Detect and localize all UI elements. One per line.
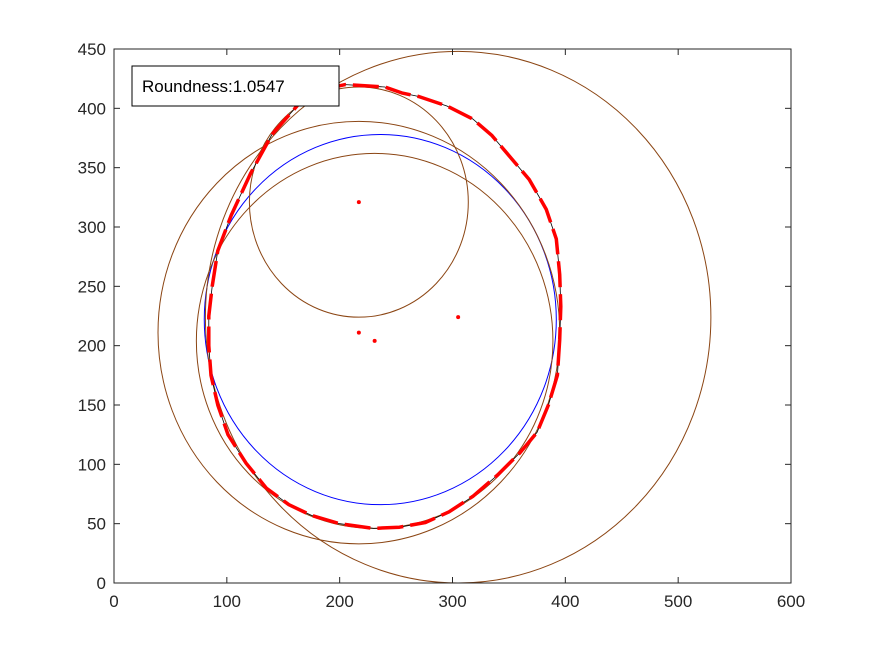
profile-layer	[207, 82, 563, 531]
x-tick-label: 200	[325, 592, 353, 611]
x-tick-label: 300	[438, 592, 466, 611]
centers-layer	[356, 200, 461, 343]
y-tick-label: 300	[78, 218, 106, 237]
center-point	[372, 338, 377, 343]
y-tick-label: 150	[78, 396, 106, 415]
roundness-annotation: Roundness:1.0547	[131, 65, 340, 107]
x-tick-label: 400	[551, 592, 579, 611]
y-tick-label: 100	[78, 455, 106, 474]
y-tick-label: 350	[78, 159, 106, 178]
x-tick-label: 0	[109, 592, 118, 611]
x-tick-label: 500	[664, 592, 692, 611]
arc-circle	[204, 50, 712, 583]
y-tick-label: 250	[78, 277, 106, 296]
annotation-text: Roundness:1.0547	[142, 77, 285, 96]
y-tick-label: 400	[78, 99, 106, 118]
y-tick-label: 0	[97, 574, 106, 593]
y-tick-label: 50	[87, 515, 106, 534]
x-tick-label: 100	[213, 592, 241, 611]
center-point	[356, 200, 361, 205]
center-point	[356, 330, 361, 335]
plot-background	[114, 49, 791, 583]
center-point	[456, 315, 461, 320]
axis-ticks: 0 100 200 300 400 500 600 0 50 100 150 200 250 300 350…	[78, 40, 806, 611]
y-tick-label: 200	[78, 337, 106, 356]
profile-points	[207, 82, 563, 531]
annotation-box	[131, 65, 340, 107]
x-tick-label: 600	[777, 592, 805, 611]
fit-circle	[203, 133, 557, 506]
y-tick-label: 450	[78, 40, 106, 59]
